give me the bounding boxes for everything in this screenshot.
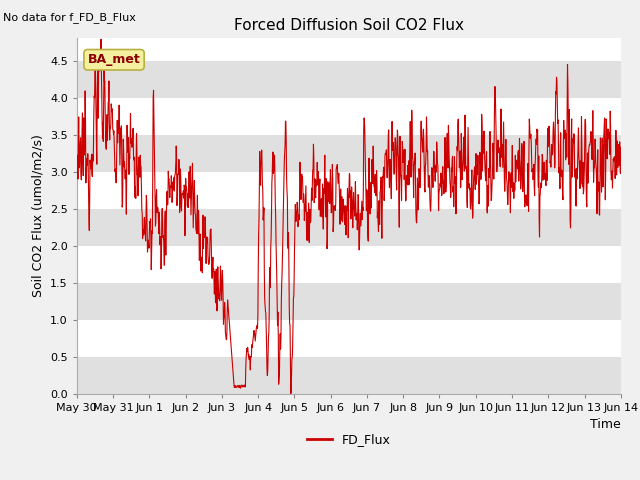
Bar bbox=[77, 209, 621, 246]
Bar bbox=[77, 60, 621, 97]
Title: Forced Diffusion Soil CO2 Flux: Forced Diffusion Soil CO2 Flux bbox=[234, 18, 464, 33]
Bar bbox=[77, 357, 621, 394]
X-axis label: Time: Time bbox=[590, 418, 621, 431]
Bar bbox=[77, 134, 621, 171]
Y-axis label: Soil CO2 Flux (umol/m2/s): Soil CO2 Flux (umol/m2/s) bbox=[31, 134, 44, 298]
Bar bbox=[77, 283, 621, 320]
Text: No data for f_FD_B_Flux: No data for f_FD_B_Flux bbox=[3, 12, 136, 23]
Text: BA_met: BA_met bbox=[88, 53, 140, 66]
Legend: FD_Flux: FD_Flux bbox=[302, 428, 396, 451]
